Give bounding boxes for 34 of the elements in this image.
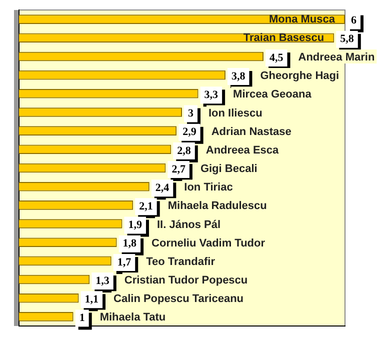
y-tick-label: Teo Trandafir bbox=[146, 256, 216, 268]
data-label: 2,7 bbox=[172, 163, 186, 176]
y-tick-label: Corneliu Vadim Tudor bbox=[152, 237, 266, 250]
y-tick-label: Mona Musca bbox=[268, 13, 336, 26]
data-label: 1 bbox=[79, 312, 85, 324]
y-tick-label: Mihaela Radulescu bbox=[168, 200, 267, 212]
data-label: 4,5 bbox=[270, 52, 284, 64]
data-label: 3 bbox=[188, 108, 194, 120]
data-label: 2,4 bbox=[155, 182, 170, 194]
data-label: 5,8 bbox=[340, 33, 354, 46]
data-label: 3,3 bbox=[204, 88, 219, 101]
y-tick-label: Mihaela Tatu bbox=[100, 312, 166, 324]
y-tick-label: Gheorghe Hagi bbox=[260, 70, 340, 82]
y-tick-label: Traian Basescu bbox=[243, 32, 324, 44]
y-tick-label: Ion Iliescu bbox=[208, 107, 262, 120]
data-label: 3,8 bbox=[231, 70, 246, 82]
y-tick-label: Adrian Nastase bbox=[211, 126, 292, 138]
data-label: 1,1 bbox=[84, 293, 99, 306]
data-label: 2,9 bbox=[182, 126, 197, 138]
y-tick-label: II. János Pál bbox=[156, 218, 221, 231]
data-label: 1,7 bbox=[117, 256, 132, 268]
y-tick-label: Cristian Tudor Popescu bbox=[124, 274, 248, 287]
data-label: 1,8 bbox=[122, 238, 138, 250]
y-tick-label: Andreea Esca bbox=[206, 144, 280, 156]
y-tick-label: Andreea Marin bbox=[298, 52, 375, 64]
y-tick-label: Gigi Becali bbox=[200, 163, 258, 176]
data-label: 6 bbox=[351, 14, 357, 27]
y-tick-label: Calin Popescu Tariceanu bbox=[114, 293, 244, 306]
data-label: 2,8 bbox=[177, 144, 192, 157]
data-label: 1,9 bbox=[128, 219, 142, 232]
data-label: 2,1 bbox=[139, 200, 153, 213]
y-tick-label: Ion Tiriac bbox=[184, 182, 233, 194]
data-label: 1,3 bbox=[96, 274, 110, 287]
y-tick-label: Mircea Geoana bbox=[233, 88, 312, 101]
